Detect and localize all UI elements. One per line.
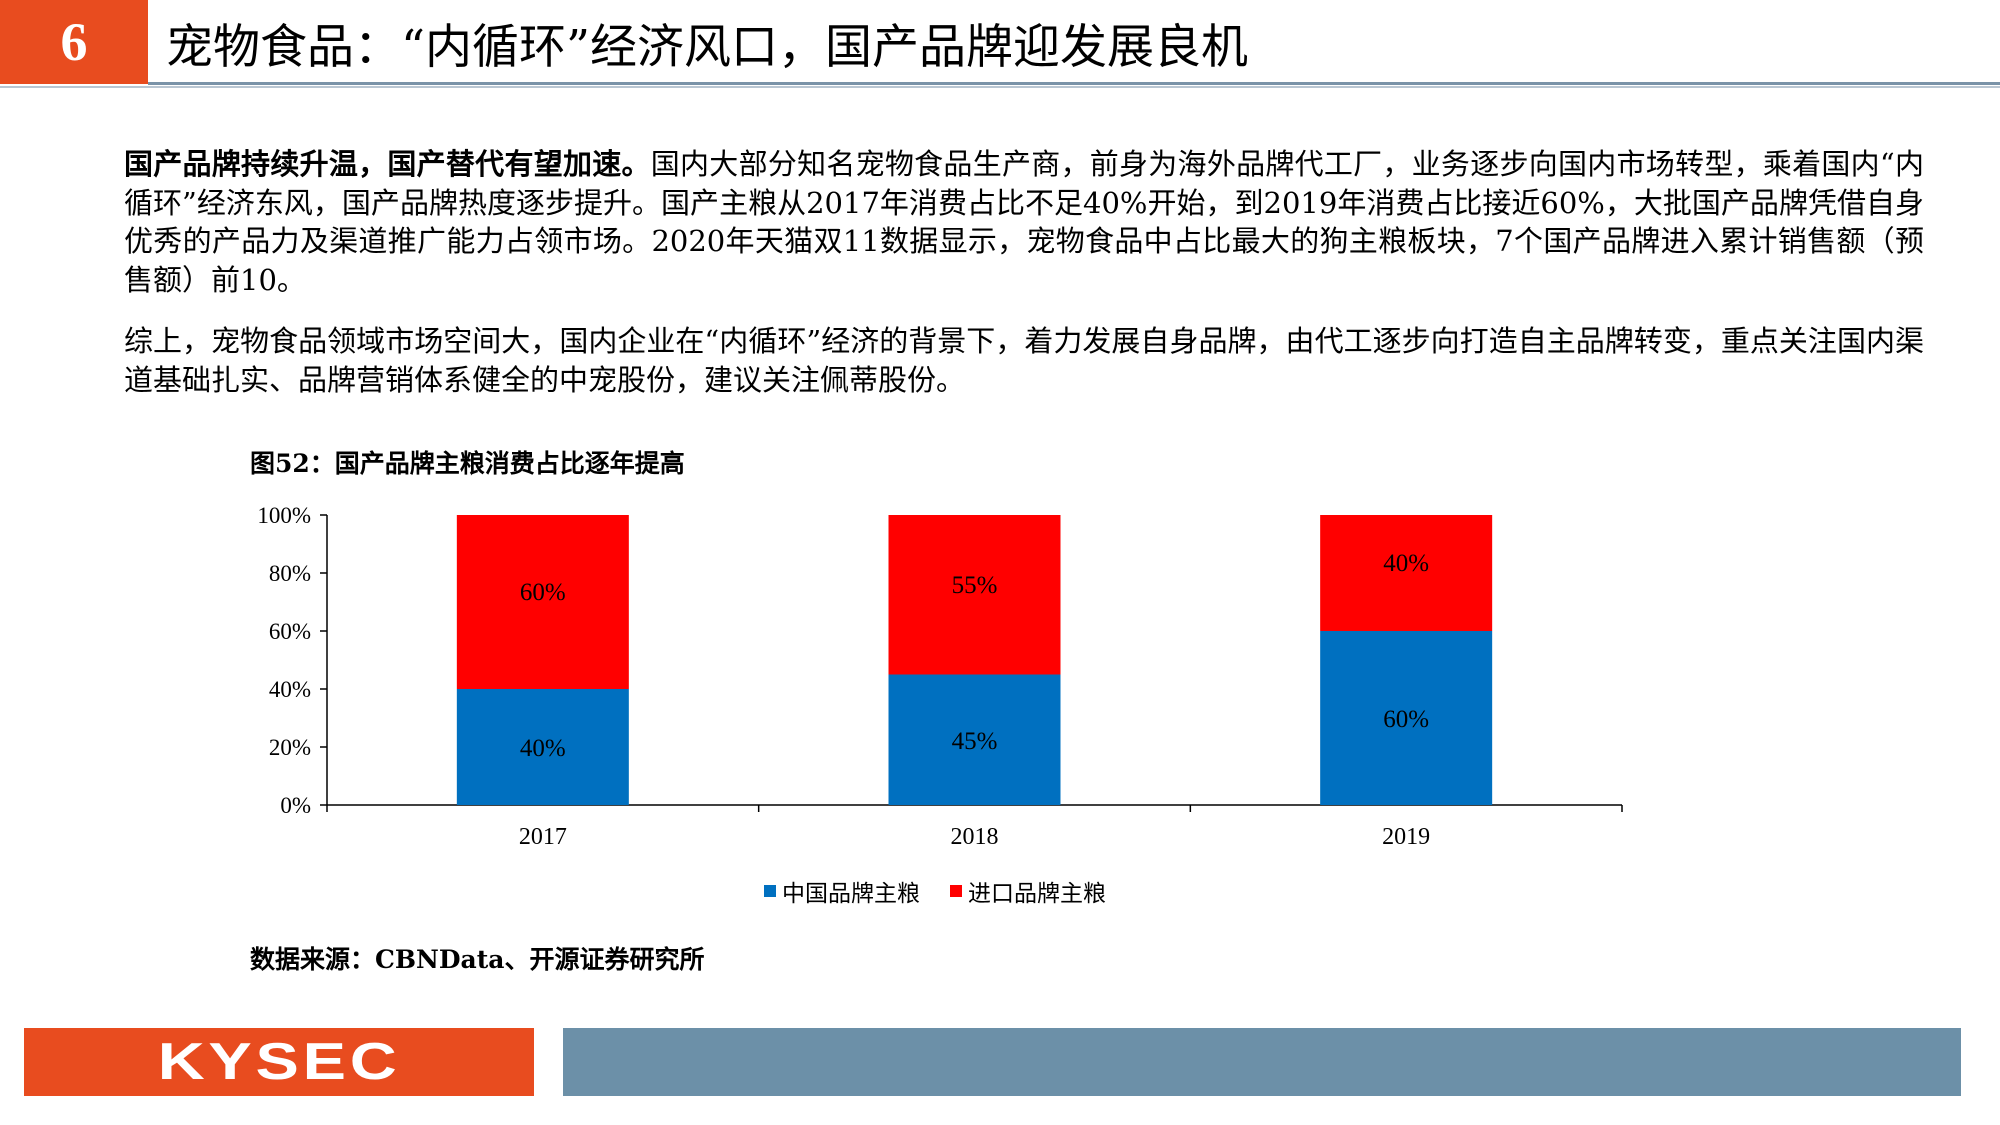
y-tick-label: 60% [269, 619, 311, 644]
bar-segment [888, 515, 1061, 675]
data-label: 60% [1383, 706, 1429, 733]
y-tick-label: 0% [280, 793, 311, 818]
data-label: 40% [1383, 550, 1429, 577]
legend-item: 进口品牌主粮 [950, 874, 1106, 908]
legend-label: 进口品牌主粮 [968, 881, 1106, 907]
data-label: 45% [952, 728, 998, 755]
figure-title: 图52：国产品牌主粮消费占比逐年提高 [250, 449, 685, 478]
legend-label: 中国品牌主粮 [782, 881, 920, 907]
y-tick-label: 20% [269, 735, 311, 760]
logo-text: KYSEC [157, 1033, 401, 1091]
y-tick-label: 40% [269, 677, 311, 702]
footer-bar [563, 1028, 1961, 1096]
bars [456, 515, 1493, 805]
bar-segment [1320, 515, 1493, 631]
bar-segment [456, 515, 629, 689]
paragraph-1-lead: 国产品牌持续升温，国产替代有望加速。 [124, 147, 651, 181]
header-divider [148, 82, 2000, 85]
bar-segment [456, 689, 629, 805]
x-tick-label: 2017 [519, 824, 567, 850]
data-label: 55% [952, 572, 998, 599]
data-label: 60% [520, 579, 566, 606]
y-tick-label: 80% [269, 561, 311, 586]
paragraph-1-body: 国内大部分知名宠物食品生产商，前身为海外品牌代工厂，业务逐步向国内市场转型，乘着… [124, 147, 1924, 297]
y-tick-label: 100% [257, 503, 311, 528]
y-axis: 0% 20% 40% 60% 80% 100% [257, 503, 328, 818]
paragraph-2: 综上，宠物食品领域市场空间大，国内企业在“内循环”经济的背景下，着力发展自身品牌… [124, 324, 1924, 397]
section-number: 6 [0, 0, 148, 84]
header-divider-light [0, 86, 2000, 88]
page-title: 宠物食品：“内循环”经济风口，国产品牌迎发展良机 [166, 20, 1249, 75]
chart-legend: 中国品牌主粮 进口品牌主粮 [764, 874, 1106, 908]
figure-source: 数据来源：CBNData、开源证券研究所 [250, 945, 705, 974]
legend-swatch [950, 885, 962, 897]
bar-segment [1320, 631, 1493, 805]
legend-swatch [764, 885, 776, 897]
kysec-logo: KYSEC [24, 1028, 534, 1096]
x-tick-label: 2018 [951, 824, 999, 850]
legend-item: 中国品牌主粮 [764, 874, 920, 908]
stacked-bar-chart: 0% 20% 40% 60% 80% 100% 2017 2018 2019 40% 60% 45… [257, 503, 1623, 850]
data-labels: 40% 60% 45% 55% 60% 40% [520, 550, 1429, 762]
x-axis: 2017 2018 2019 [326, 804, 1623, 850]
x-tick-label: 2019 [1382, 824, 1430, 850]
bar-segment [888, 674, 1061, 805]
paragraph-1: 国产品牌持续升温，国产替代有望加速。国内大部分知名宠物食品生产商，前身为海外品牌… [124, 145, 1924, 299]
data-label: 40% [520, 735, 566, 762]
